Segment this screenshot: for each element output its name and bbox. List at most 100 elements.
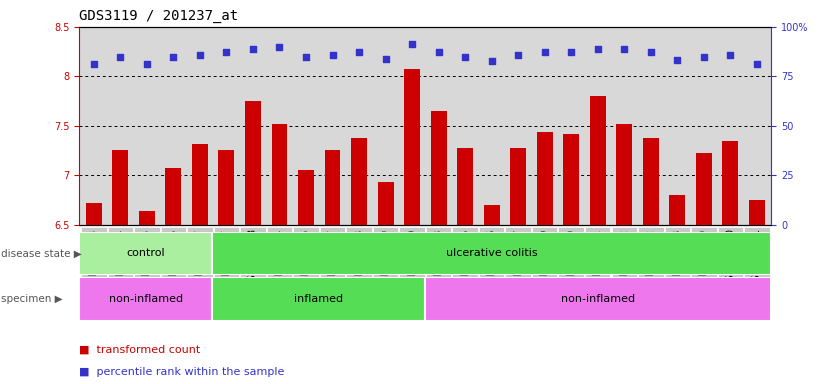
Bar [319, 227, 345, 298]
Bar [638, 227, 664, 298]
Bar [351, 137, 367, 225]
Bar [324, 151, 340, 225]
Bar [696, 154, 711, 225]
Bar [665, 227, 690, 298]
Bar [722, 141, 738, 225]
Point [87, 61, 100, 68]
Text: specimen ▶: specimen ▶ [1, 294, 63, 304]
Bar [373, 227, 399, 298]
Point [697, 53, 711, 60]
Bar [717, 227, 743, 298]
Point [724, 51, 737, 58]
Point [618, 46, 631, 52]
Bar [219, 151, 234, 225]
Bar [452, 227, 478, 298]
Bar [294, 227, 319, 298]
Point [326, 51, 339, 58]
Text: GSM239726: GSM239726 [487, 228, 496, 288]
Point [671, 56, 684, 63]
Point [644, 48, 657, 55]
Bar [670, 195, 686, 225]
Text: GSM239732: GSM239732 [620, 228, 630, 288]
Text: GDS3119 / 201237_at: GDS3119 / 201237_at [79, 9, 239, 23]
Text: GSM239618: GSM239618 [248, 228, 258, 287]
Bar [161, 227, 186, 298]
Text: GSM240028: GSM240028 [672, 228, 682, 288]
Text: GSM240031: GSM240031 [752, 228, 762, 287]
Text: GSM240027: GSM240027 [195, 228, 205, 288]
Bar [744, 227, 770, 298]
Bar [559, 227, 584, 298]
Text: GSM239727: GSM239727 [513, 228, 523, 288]
Bar [425, 277, 771, 321]
Point [246, 46, 259, 52]
Text: GSM240024: GSM240024 [115, 228, 125, 288]
Text: GSM240026: GSM240026 [168, 228, 178, 288]
Text: disease state ▶: disease state ▶ [1, 248, 82, 258]
Bar [430, 111, 446, 225]
Text: GSM239725: GSM239725 [460, 228, 470, 288]
Text: GSM239717: GSM239717 [328, 228, 338, 288]
Point [538, 48, 551, 55]
Point [511, 51, 525, 58]
Bar [537, 132, 553, 225]
Text: ■  transformed count: ■ transformed count [79, 344, 200, 354]
Point [167, 53, 180, 60]
Bar [86, 203, 102, 225]
Bar [691, 227, 716, 298]
Bar [585, 227, 610, 298]
Bar [616, 124, 632, 225]
Text: GSM239617: GSM239617 [221, 228, 231, 288]
Bar [108, 227, 133, 298]
Text: GSM240022: GSM240022 [646, 228, 656, 288]
Point [299, 53, 313, 60]
Bar [245, 101, 261, 225]
Bar [532, 227, 557, 298]
Text: ■  percentile rank within the sample: ■ percentile rank within the sample [79, 367, 284, 377]
Point [113, 53, 127, 60]
Text: GSM239729: GSM239729 [540, 228, 550, 288]
Bar [590, 96, 605, 225]
Bar [79, 277, 213, 321]
Bar [213, 277, 425, 321]
Text: GSM240029: GSM240029 [699, 228, 709, 288]
Text: GSM239719: GSM239719 [380, 228, 390, 288]
Point [405, 41, 419, 47]
Text: non-inflamed: non-inflamed [561, 294, 636, 304]
Text: GSM240025: GSM240025 [142, 228, 152, 288]
Bar [426, 227, 451, 298]
Text: GSM239723: GSM239723 [434, 228, 444, 288]
Point [459, 53, 472, 60]
Bar [479, 227, 505, 298]
Point [193, 51, 207, 58]
Bar [457, 147, 473, 225]
Bar [165, 168, 181, 225]
Bar [139, 211, 155, 225]
Bar [404, 70, 420, 225]
Bar [113, 151, 128, 225]
Bar [267, 227, 292, 298]
Bar [79, 232, 213, 275]
Bar [346, 227, 372, 298]
Bar [192, 144, 208, 225]
Text: inflamed: inflamed [294, 294, 344, 304]
Text: GSM239730: GSM239730 [566, 228, 576, 288]
Text: GSM239718: GSM239718 [354, 228, 364, 288]
Bar [611, 227, 637, 298]
Point [751, 61, 764, 68]
Bar [213, 232, 771, 275]
Text: GSM239731: GSM239731 [593, 228, 603, 288]
Text: control: control [127, 248, 165, 258]
Text: GSM239720: GSM239720 [407, 228, 417, 288]
Bar [134, 227, 159, 298]
Bar [749, 200, 765, 225]
Text: GSM239716: GSM239716 [301, 228, 311, 288]
Point [432, 48, 445, 55]
Text: non-inflamed: non-inflamed [108, 294, 183, 304]
Text: GSM239714: GSM239714 [274, 228, 284, 288]
Point [379, 55, 392, 61]
Bar [484, 205, 500, 225]
Bar [272, 124, 288, 225]
Text: GSM240023: GSM240023 [88, 228, 98, 288]
Point [273, 43, 286, 50]
